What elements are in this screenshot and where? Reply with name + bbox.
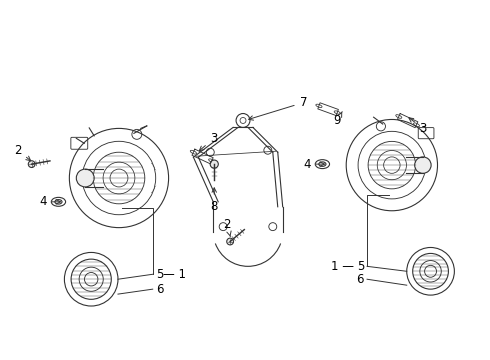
Text: 6: 6 [156,283,163,296]
Circle shape [415,157,431,173]
Text: 4: 4 [303,158,324,171]
Circle shape [227,238,234,245]
Text: 1 —: 1 — [331,260,354,273]
Text: 5: 5 [357,260,364,273]
Circle shape [76,169,94,187]
Text: 5: 5 [156,268,163,281]
Circle shape [210,160,219,168]
Circle shape [28,161,35,167]
Text: 9: 9 [334,112,342,127]
Text: 2: 2 [223,218,231,237]
Text: 7: 7 [249,96,307,120]
Text: 3: 3 [409,118,427,135]
Text: 3: 3 [199,132,218,151]
Text: 2: 2 [14,144,31,161]
Text: 8: 8 [211,188,218,213]
Text: 4: 4 [39,195,61,208]
Text: 6: 6 [357,273,364,286]
Text: — 1: — 1 [163,268,186,281]
